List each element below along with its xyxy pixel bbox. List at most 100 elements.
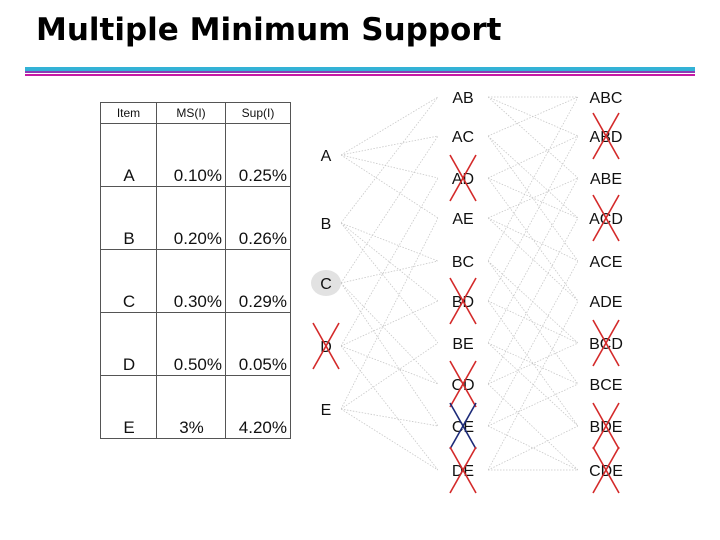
lattice-node-pair: AE: [438, 203, 488, 233]
lattice-node-item: B: [311, 210, 341, 236]
node-background: [311, 142, 341, 168]
edge-pair-triple: [487, 383, 579, 471]
node-label: C: [320, 276, 332, 293]
table-row: A 0.10% 0.25%: [100, 123, 291, 187]
node-label: BCE: [590, 377, 623, 394]
cell-sup: 0.26%: [225, 186, 291, 250]
node-background: [438, 82, 488, 112]
node-background: [578, 163, 634, 193]
lattice-node-triple: ABC: [578, 82, 634, 112]
node-background: [438, 121, 488, 151]
edge-pair-triple: [487, 177, 579, 344]
node-label: AE: [452, 211, 473, 228]
cell-ms: 0.20%: [156, 186, 226, 250]
table-row: D 0.50% 0.05%: [100, 312, 291, 376]
node-background: [578, 286, 634, 316]
table-header-row: Item MS(I) Sup(I): [100, 102, 291, 124]
header-sup: Sup(I): [225, 102, 291, 124]
edge-pair-triple: [487, 260, 579, 344]
cross-mark: [449, 402, 477, 450]
lattice-node-triple: BDE: [578, 402, 634, 450]
edge-pair-triple: [487, 96, 579, 262]
cross-mark: [449, 446, 477, 494]
lattice-node-item: A: [311, 142, 341, 168]
cell-sup: 4.20%: [225, 375, 291, 439]
lattice-node-triple: ABE: [578, 163, 634, 193]
lattice-node-pair: BD: [438, 277, 488, 325]
cell-item: A: [100, 123, 157, 187]
node-label: ABE: [590, 171, 622, 188]
lattice-node-triple: ACE: [578, 246, 634, 276]
table-row: C 0.30% 0.29%: [100, 249, 291, 313]
edge-pair-triple: [487, 135, 579, 219]
lattice-node-triple: ACD: [578, 194, 634, 242]
cross-mark: [592, 402, 620, 450]
edge-item-pair: [340, 345, 439, 471]
node-background: [311, 270, 341, 296]
node-background: [438, 203, 488, 233]
cross-mark: [449, 277, 477, 325]
edge-pair-triple: [487, 342, 579, 427]
cell-sup: 0.05%: [225, 312, 291, 376]
edge-item-pair: [340, 135, 439, 284]
edge-item-pair: [340, 408, 439, 471]
edge-pair-triple: [487, 177, 579, 219]
cross-mark: [592, 446, 620, 494]
edge-item-pair: [340, 222, 439, 262]
cell-item: B: [100, 186, 157, 250]
lattice-node-pair: CE: [438, 402, 488, 450]
page-title: Multiple Minimum Support: [36, 12, 502, 48]
cell-ms: 0.10%: [156, 123, 226, 187]
edge-item-pair: [340, 154, 439, 219]
cross-mark: [449, 154, 477, 202]
lattice-node-triple: ABD: [578, 112, 634, 160]
edge-pair-triple: [487, 217, 579, 385]
cell-item: E: [100, 375, 157, 439]
edge-item-pair: [340, 300, 439, 347]
node-label: B: [321, 216, 332, 233]
node-label: AB: [452, 90, 473, 107]
edge-pair-triple: [487, 300, 579, 471]
table-row: E 3% 4.20%: [100, 375, 291, 439]
node-label: BC: [452, 254, 474, 271]
lattice-node-pair: AD: [438, 154, 488, 202]
title-rule-magenta: [25, 74, 695, 76]
edge-pair-triple: [487, 217, 579, 302]
lattice-node-item: E: [311, 396, 341, 422]
cell-ms: 0.30%: [156, 249, 226, 313]
header-ms: MS(I): [156, 102, 226, 124]
edge-item-pair: [340, 345, 439, 385]
node-background: [311, 210, 341, 236]
edge-pair-triple: [487, 383, 579, 427]
edge-pair-triple: [487, 135, 579, 262]
cross-mark: [449, 360, 477, 408]
edge-pair-triple: [487, 260, 579, 427]
node-label: E: [321, 402, 332, 419]
cross-mark: [312, 322, 340, 370]
edge-item-pair: [340, 96, 439, 156]
lattice-node-pair: BC: [438, 246, 488, 276]
edge-item-pair: [340, 408, 439, 427]
lattice-node-item: C: [311, 270, 341, 296]
lattice-node-triple: BCD: [578, 319, 634, 367]
edge-item-pair: [340, 282, 439, 427]
edge-pair-triple: [487, 260, 579, 385]
table-row: B 0.20% 0.26%: [100, 186, 291, 250]
title-rule-cyan: [25, 67, 695, 71]
node-background: [578, 246, 634, 276]
lattice-node-pair: AB: [438, 82, 488, 112]
edge-item-pair: [340, 177, 439, 347]
edge-item-pair: [340, 217, 439, 410]
lattice-node-triple: ADE: [578, 286, 634, 316]
node-label: ADE: [590, 294, 623, 311]
node-label: ACE: [590, 254, 623, 271]
lattice-node-triple: CDE: [578, 446, 634, 494]
cell-ms: 3%: [156, 375, 226, 439]
node-label: ABC: [590, 90, 623, 107]
lattice-node-pair: CD: [438, 360, 488, 408]
lattice-node-triple: BCE: [578, 369, 634, 399]
cross-mark: [592, 194, 620, 242]
cell-sup: 0.25%: [225, 123, 291, 187]
node-label: BE: [452, 336, 473, 353]
